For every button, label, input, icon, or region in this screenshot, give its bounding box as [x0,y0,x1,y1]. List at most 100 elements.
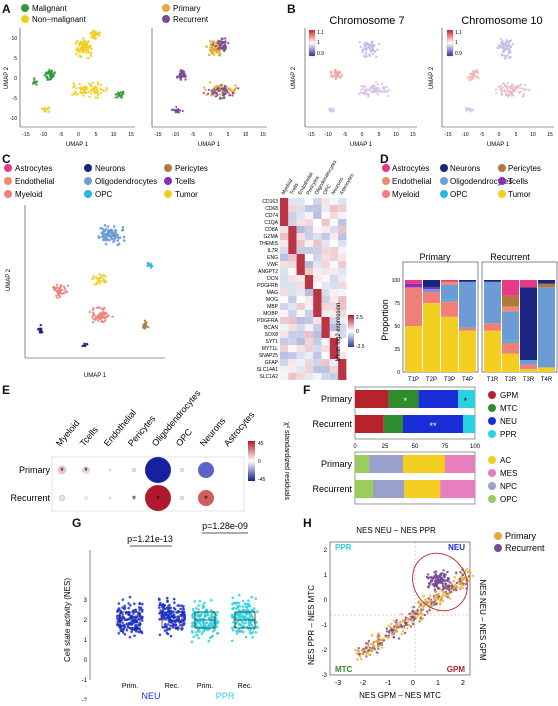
cluster-chr-left-point [334,68,337,72]
bar-endothelial-T3P [441,281,458,285]
strip-point [209,620,213,624]
proportion-y-tick: 25 [394,347,400,353]
heatmap-cell [296,212,305,219]
legend-primary-swatch [162,4,170,12]
strip-point [210,635,214,639]
scatter-point [418,612,421,616]
residual-bubble [57,465,67,475]
legend-myeloid-label: Myeloid [15,190,43,199]
chr10-scale-mid: 1 [455,40,458,46]
bar-astrocytes-T3R [520,280,537,288]
scatter-point [357,646,360,650]
heatmap-row-label: SNAP25 [259,353,278,359]
strip-point [211,630,215,633]
heatmap-cell [296,338,305,345]
heatmap-row-label: BCAN [264,325,278,331]
cluster-recurrent-mid-point [226,91,229,94]
scatter-point [371,646,374,650]
heatmap-cell [280,226,289,233]
strip-point [232,621,235,624]
cluster-recurrent-top-point [220,37,223,41]
cluster-chr-top-point [505,44,508,48]
legend-f-neu: NEU [500,417,517,426]
cluster-chr-left-point [335,74,338,77]
cluster-tumor-point [92,277,95,280]
residual-row-label: Recurrent [10,493,50,503]
cluster-nonmalignant-mid-point [79,90,82,94]
cluster-malignant-right-point [114,93,117,96]
strip-point [242,615,245,619]
cluster-pericytes [141,319,150,330]
cluster-myeloid-mid-point [99,312,102,315]
strip-point [132,612,135,615]
heatmap-cell [338,233,347,240]
cluster-oligodendrocytes-point [97,235,100,238]
heatmap-cell [329,254,339,261]
strip-point [134,628,138,632]
strip-point [177,604,181,607]
cluster-myeloid-left-point [58,295,62,298]
cluster-recurrent-top-point [224,45,228,49]
heatmap-row-label: ANGPT2 [258,269,278,275]
umap-celltypes [36,224,154,348]
strip-point [158,633,162,637]
cluster-nonmalignant-mid-point [81,87,84,90]
state-bar-ppr [463,415,475,433]
cluster-neurons [36,323,44,334]
legend-tumor-label: Tumor [175,190,198,199]
panel-label-c: C [2,152,11,166]
strip-point [138,601,142,605]
cluster-chr-mid-point [522,94,525,97]
strip-1 [157,596,187,638]
cluster-nonmalignant-mid-point [72,82,75,85]
bar-tumor-T3R [520,369,537,372]
cluster-recurrent-mid-point [225,89,228,92]
cluster-myeloid-left-point [56,296,59,300]
cluster-chr-top-point [362,54,366,58]
heatmap-cell [338,296,347,303]
legend-malignant: Malignant [32,4,67,13]
star-primary-ppr: * [464,396,468,406]
scatter-point [409,617,412,620]
strip-point [163,629,167,632]
heatmap-cell [296,254,305,261]
scatter-point [419,617,422,620]
residual-scale-low: -45 [258,477,265,483]
cluster-malignant-left-point [52,73,55,76]
cluster-chr-top [358,40,381,59]
cluster-myeloid-left-point [55,294,58,298]
strip-point [131,616,134,620]
bar-astrocytes-T1P [405,280,422,284]
chr7-colorbar [308,29,316,57]
cluster-chr-mid-point [498,85,501,88]
residual-grid-frame [51,456,245,512]
heatmap-row-label: SYT1 [265,339,278,345]
state-bar-mes [440,480,475,498]
heatmap-cell [329,373,339,380]
heatmap-row-label: PDGFRA [257,318,279,324]
cluster-chr-top-point [371,40,374,43]
cluster-recurrent-top [212,37,230,52]
heatmap-cell [329,338,339,345]
scatter-point [424,598,427,601]
cluster-chr-left-point [475,75,479,78]
strip-point [254,597,258,600]
cluster-oligodendrocytes-point [104,242,108,246]
strip-point [180,628,183,631]
scatter-point-recurrent [429,576,433,579]
heatmap-cell [321,205,330,212]
scatter-point [376,644,380,647]
cluster-tumor-point [97,272,101,276]
umap-x-tick: -15 [444,132,451,138]
cluster-chr-mid-point [509,91,512,94]
cluster-oligodendrocytes-point [103,224,107,227]
significance-star: * [84,466,88,476]
cluster-chr-top-point [358,40,361,44]
cluster-tumor [91,272,108,286]
legend-recurrent: Recurrent [173,15,209,24]
scatter-point [403,631,407,635]
bar-category-label: T3P [444,377,455,383]
cluster-nonmalignant-top2-point [91,32,95,36]
scatter-point [447,593,450,597]
umap-x-tick: 15 [128,132,134,138]
